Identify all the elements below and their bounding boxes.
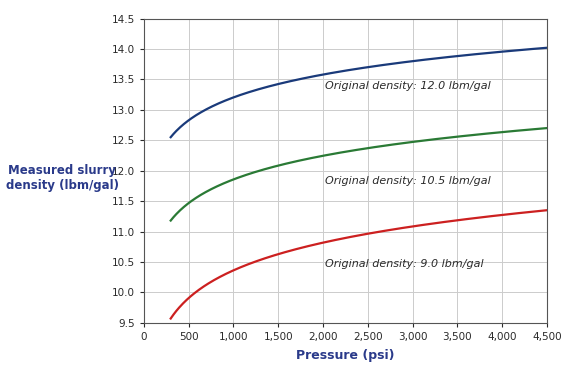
Text: Original density: 10.5 lbm/gal: Original density: 10.5 lbm/gal	[325, 176, 491, 186]
Text: Original density: 12.0 lbm/gal: Original density: 12.0 lbm/gal	[325, 81, 491, 91]
Text: Original density: 9.0 lbm/gal: Original density: 9.0 lbm/gal	[325, 259, 483, 269]
Text: Measured slurry
density (lbm/gal): Measured slurry density (lbm/gal)	[6, 164, 118, 192]
X-axis label: Pressure (psi): Pressure (psi)	[296, 349, 395, 362]
